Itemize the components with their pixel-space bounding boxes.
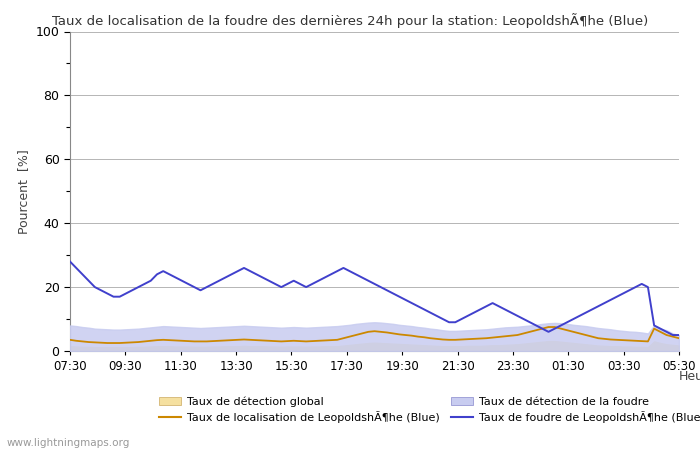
Y-axis label: Pourcent  [%]: Pourcent [%]: [18, 149, 30, 234]
Text: www.lightningmaps.org: www.lightningmaps.org: [7, 438, 130, 448]
Text: Heure: Heure: [679, 370, 700, 383]
Text: Taux de localisation de la foudre des dernières 24h pour la station: LeopoldshÃ¶: Taux de localisation de la foudre des de…: [52, 14, 648, 28]
Legend: Taux de détection global, Taux de localisation de LeopoldshÃ¶he (Blue), Taux de : Taux de détection global, Taux de locali…: [155, 392, 700, 428]
